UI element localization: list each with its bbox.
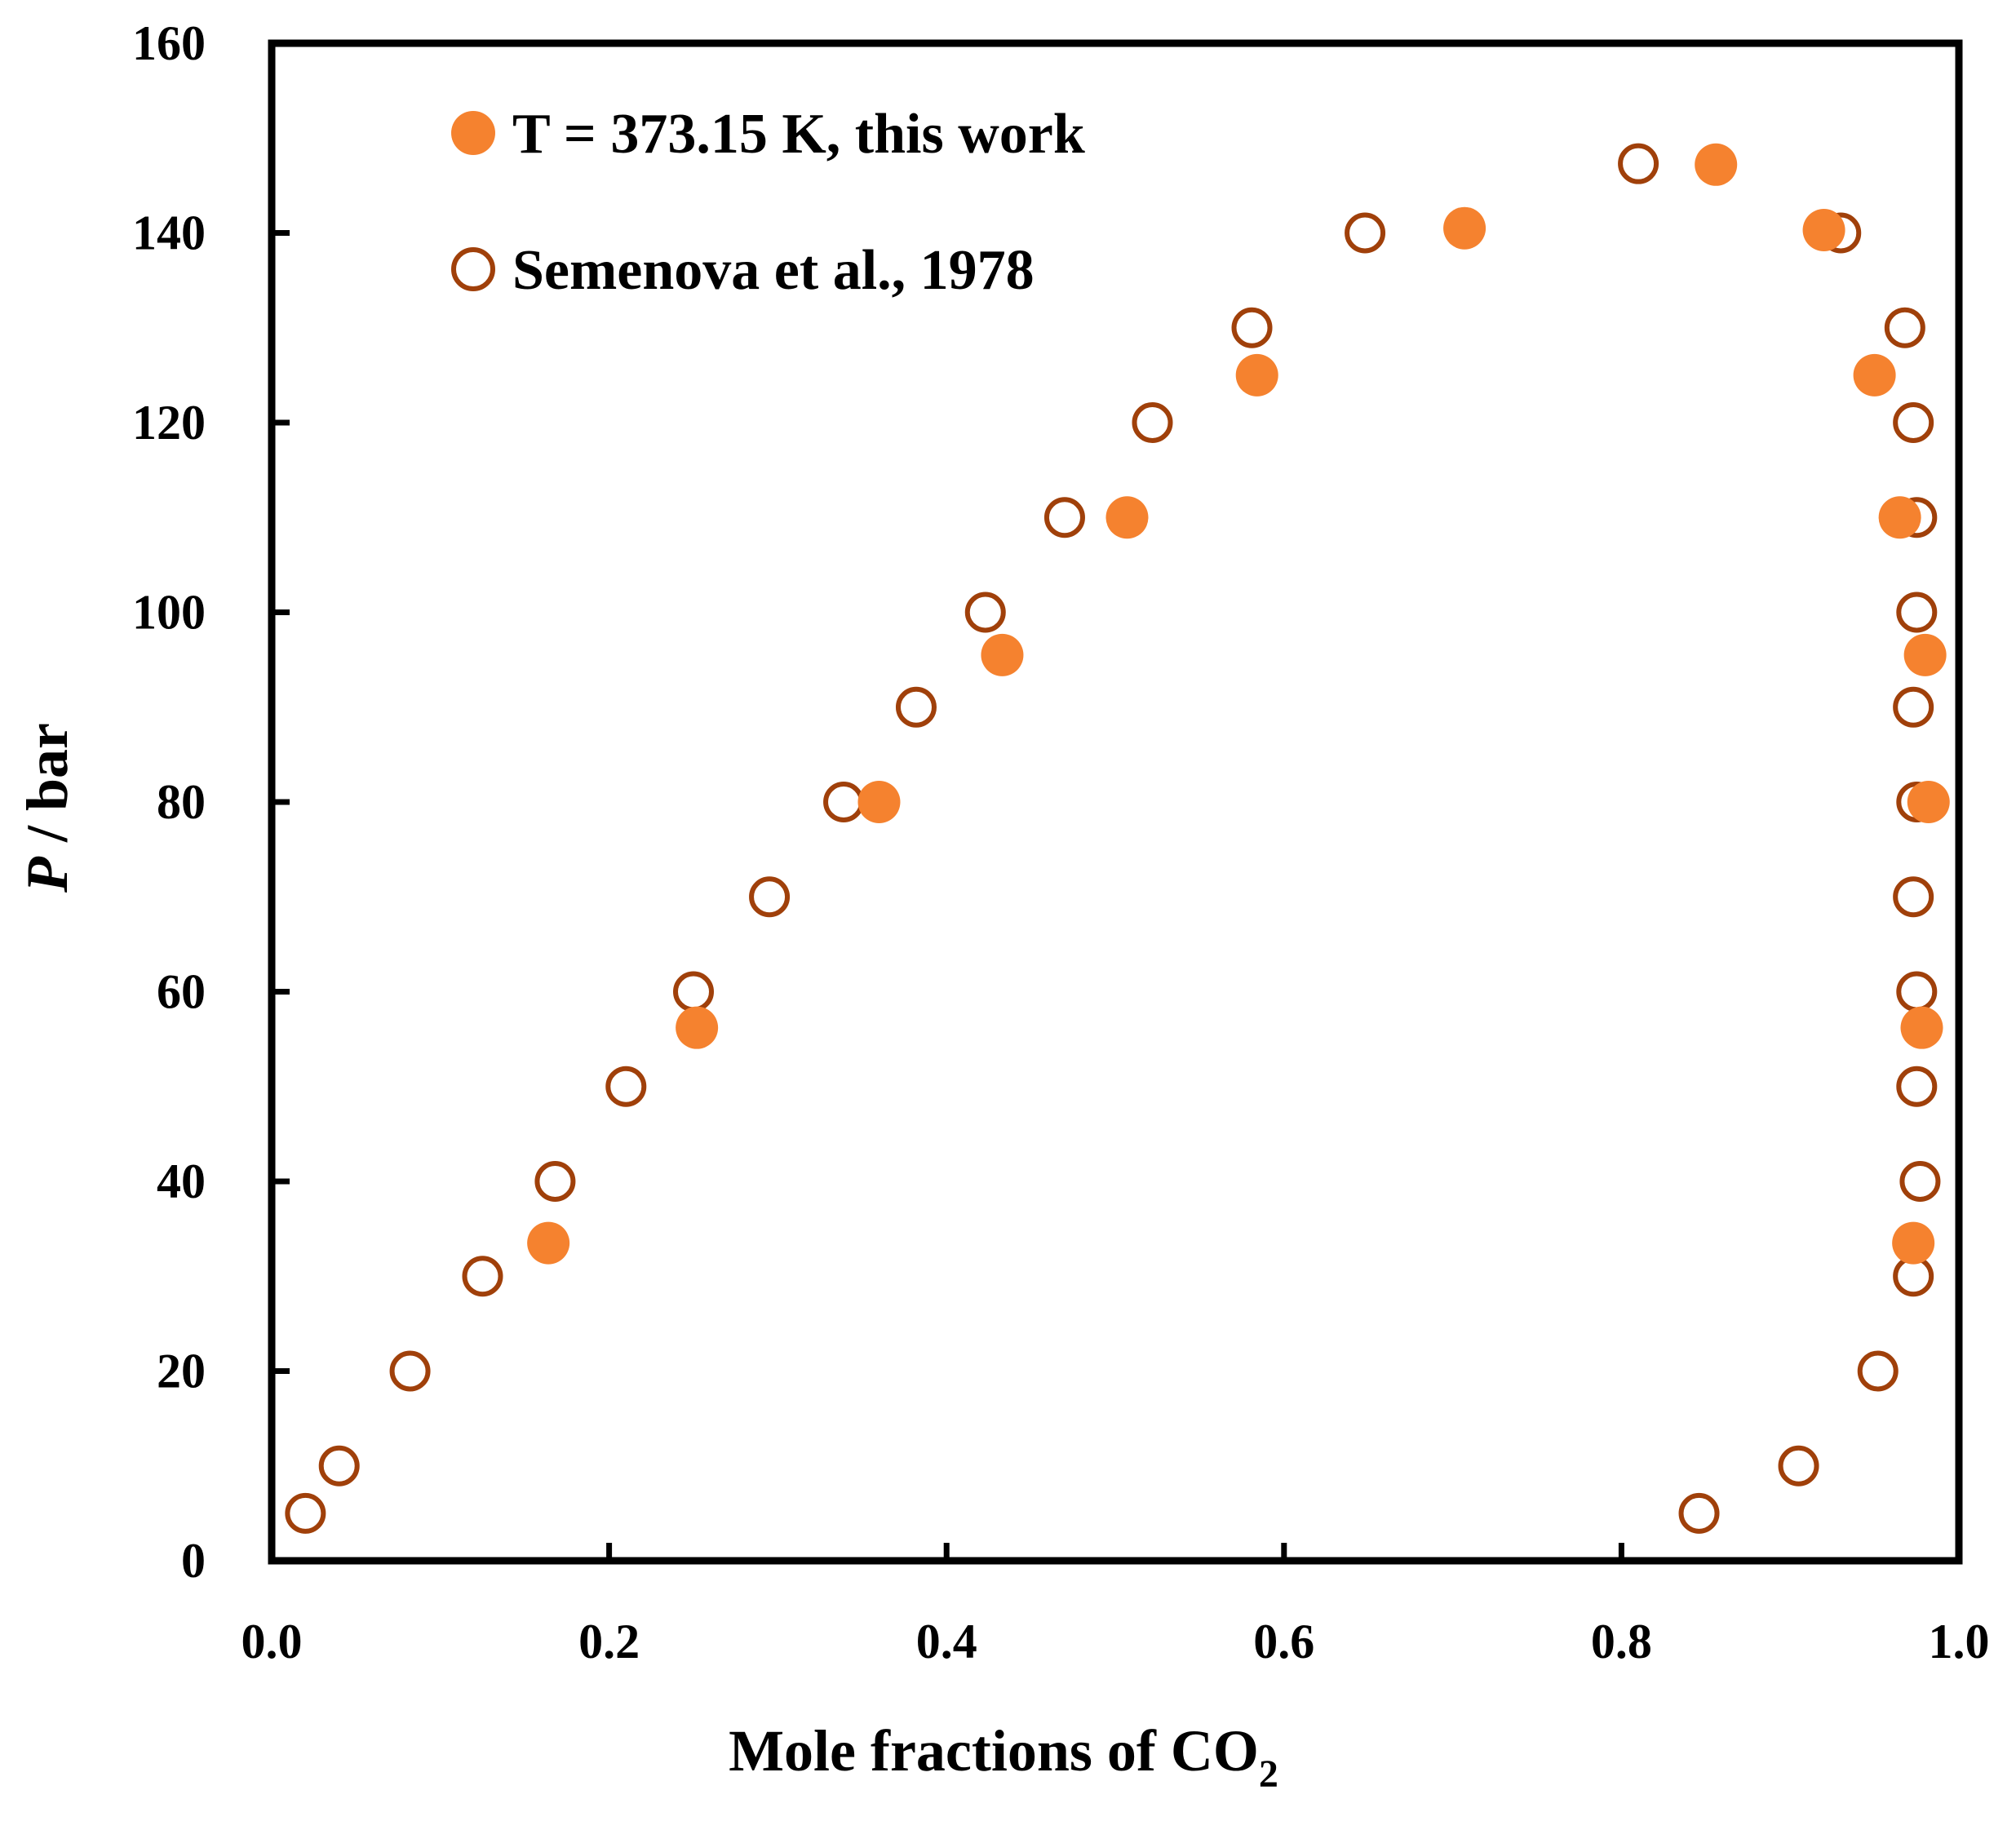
data-point-semenova xyxy=(1231,307,1273,348)
legend-label-semenova: Semenova et al., 1978 xyxy=(512,239,1035,302)
y-axis-title: P / bar xyxy=(15,723,80,893)
data-point-semenova xyxy=(1896,592,1938,633)
x-tick-label: 0.0 xyxy=(241,1615,303,1668)
y-tick-label: 40 xyxy=(157,1154,206,1208)
data-point-semenova xyxy=(462,1256,503,1297)
legend-marker-this-work xyxy=(451,111,495,155)
y-tick-label: 0 xyxy=(181,1534,206,1588)
y-tick-label: 120 xyxy=(132,396,206,450)
data-point-semenova xyxy=(605,1066,647,1107)
data-point-this-work xyxy=(527,1221,570,1265)
x-tick-label: 0.4 xyxy=(916,1615,977,1668)
y-tick-label: 140 xyxy=(132,206,206,260)
data-point-this-work xyxy=(981,633,1024,676)
data-point-semenova xyxy=(1884,307,1925,348)
data-point-this-work xyxy=(1105,496,1149,539)
data-point-semenova xyxy=(1893,402,1934,443)
data-point-semenova xyxy=(1618,143,1659,184)
data-point-semenova xyxy=(673,971,714,1012)
data-point-semenova xyxy=(1043,497,1085,538)
y-tick-label: 60 xyxy=(157,965,206,1019)
data-point-this-work xyxy=(1892,1221,1935,1265)
y-tick-label: 80 xyxy=(157,775,206,829)
series-this-work xyxy=(527,143,1950,1265)
data-point-semenova xyxy=(823,782,865,822)
data-point-semenova xyxy=(1896,1066,1938,1107)
data-point-this-work xyxy=(1907,781,1950,823)
y-axis: 0 20 40 60 80 100 120 140 160 xyxy=(132,16,290,1588)
data-point-semenova xyxy=(1896,971,1938,1012)
data-point-semenova xyxy=(1132,402,1173,443)
y-tick-label: 160 xyxy=(132,16,206,70)
data-point-this-work xyxy=(1802,209,1845,252)
data-point-semenova xyxy=(318,1445,360,1487)
legend-marker-semenova xyxy=(451,247,495,291)
data-point-this-work xyxy=(1900,1006,1943,1049)
data-point-semenova xyxy=(1893,686,1934,728)
legend-label-this-work: T = 373.15 K, this work xyxy=(512,103,1085,166)
data-point-semenova xyxy=(1678,1492,1720,1534)
data-point-semenova xyxy=(895,686,937,728)
data-point-semenova xyxy=(1345,212,1386,254)
x-axis: 0.0 0.2 0.4 0.6 0.8 1.0 xyxy=(241,1543,1990,1668)
data-point-this-work xyxy=(1878,496,1921,539)
data-point-semenova xyxy=(1778,1445,1819,1487)
legend: T = 373.15 K, this work Semenova et al.,… xyxy=(451,103,1085,302)
data-point-semenova xyxy=(389,1350,431,1392)
data-point-this-work xyxy=(676,1006,719,1049)
x-tick-label: 1.0 xyxy=(1929,1615,1990,1668)
data-point-this-work xyxy=(1695,143,1738,186)
data-point-this-work xyxy=(857,781,901,823)
y-tick-label: 100 xyxy=(132,586,206,640)
data-point-semenova xyxy=(749,876,791,918)
data-point-semenova xyxy=(964,592,1006,633)
y-tick-label: 20 xyxy=(157,1345,206,1398)
data-point-this-work xyxy=(1443,206,1487,250)
x-tick-label: 0.8 xyxy=(1591,1615,1652,1668)
x-tick-label: 0.2 xyxy=(578,1615,640,1668)
data-point-semenova xyxy=(1893,876,1934,918)
data-point-this-work xyxy=(1903,633,1947,676)
data-point-semenova xyxy=(1857,1350,1899,1392)
data-point-semenova xyxy=(1899,1161,1941,1202)
data-point-this-work xyxy=(1853,353,1896,397)
data-point-semenova xyxy=(534,1161,576,1202)
x-tick-label: 0.6 xyxy=(1253,1615,1314,1668)
data-point-semenova xyxy=(285,1492,326,1534)
x-axis-title: Mole fractions of CO2 xyxy=(729,1718,1278,1796)
data-point-this-work xyxy=(1235,353,1278,397)
series-semenova xyxy=(285,143,1941,1534)
